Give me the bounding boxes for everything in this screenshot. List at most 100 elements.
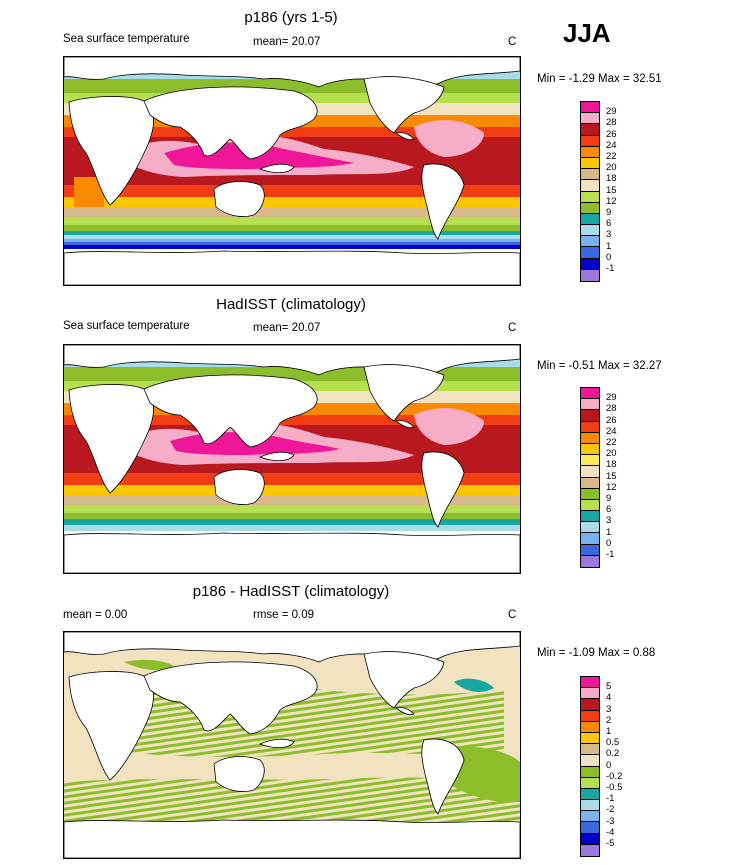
colorbar-swatch [581, 788, 599, 801]
colorbar-swatch [581, 258, 599, 270]
panel-3-title: p186 - HadISST (climatology) [192, 583, 390, 600]
colorbar-swatch [581, 180, 599, 192]
colorbar-label: 26 [606, 128, 617, 140]
colorbar-swatch [581, 455, 599, 467]
colorbar-label: -1 [606, 793, 615, 805]
colorbar-label: 0 [606, 759, 612, 771]
colorbar-swatch [581, 157, 599, 170]
panel-2-units: C [508, 322, 517, 334]
band-south-warm [64, 197, 520, 209]
colorbar-label: 9 [606, 493, 612, 504]
colorbar-label: 24 [606, 139, 617, 151]
colorbar-label: 1 [606, 726, 612, 737]
colorbar-label: 3 [606, 703, 612, 715]
atlantic-warm-pool [414, 120, 484, 157]
colorbar-swatch [581, 688, 599, 700]
panel-3-map-svg [64, 632, 520, 858]
colorbar-swatch [581, 766, 599, 778]
panel-3-minmax: Min = -1.09 Max = 0.88 [537, 647, 656, 659]
band-south-cold [64, 235, 520, 240]
colorbar-label: 0.5 [606, 737, 620, 749]
colorbar-swatch [581, 833, 599, 845]
colorbar-swatch [581, 135, 599, 147]
colorbar-swatch [581, 811, 599, 823]
panel-3-colorbar [580, 676, 600, 857]
colorbar-swatch [581, 822, 599, 834]
panel-1-map [63, 56, 521, 286]
colorbar-label: -2 [606, 804, 615, 816]
colorbar-label: 6 [606, 504, 612, 516]
colorbar-swatch [581, 800, 599, 812]
colorbar-label: 24 [606, 425, 617, 437]
colorbar-swatch [581, 432, 599, 444]
panel-2-colorbar [580, 387, 600, 568]
colorbar-label: 15 [606, 470, 617, 482]
colorbar-swatch [581, 755, 599, 767]
colorbar-label: 22 [606, 437, 617, 448]
colorbar-label: 9 [606, 207, 612, 218]
colorbar-swatch [581, 399, 599, 411]
colorbar-label: 3 [606, 229, 612, 241]
colorbar-label: 15 [606, 184, 617, 196]
panel-3-land [64, 632, 520, 858]
colorbar-swatch [581, 421, 599, 433]
colorbar-swatch [581, 677, 599, 689]
colorbar-swatch [581, 710, 599, 722]
colorbar-swatch [581, 699, 599, 711]
band-south-ice [64, 245, 520, 249]
band-south-colder [64, 239, 520, 244]
panel-1-minmax: Min = -1.29 Max = 32.51 [537, 73, 662, 85]
colorbar-swatch [581, 269, 599, 281]
colorbar-label: 1 [606, 240, 612, 252]
colorbar-swatch [581, 488, 599, 500]
diff-gulfstream-teal [454, 678, 494, 692]
colorbar-swatch [581, 247, 599, 259]
band-south-cool [64, 519, 520, 526]
colorbar-label: 3 [606, 515, 612, 527]
colorbar-swatch [581, 191, 599, 203]
colorbar-label: 0 [606, 251, 612, 263]
colorbar-label: 18 [606, 173, 617, 185]
band-south-temperate [64, 505, 520, 515]
band-south-hot [64, 185, 520, 199]
season-label: JJA [563, 18, 611, 48]
colorbar-label: 20 [606, 162, 617, 174]
colorbar-label: 29 [606, 106, 617, 118]
band-south-cold [64, 525, 520, 531]
panel-1-colorbar [580, 101, 600, 282]
band-south-hot [64, 473, 520, 487]
colorbar-swatch [581, 169, 599, 181]
colorbar-swatch [581, 511, 599, 523]
panel-1-land [64, 57, 520, 285]
diff-south-stripes [64, 777, 520, 822]
panel-1-variable-label: Sea surface temperature [63, 33, 190, 45]
colorbar-swatch [581, 477, 599, 489]
colorbar-label: -1 [606, 549, 615, 560]
colorbar-label: 26 [606, 414, 617, 426]
colorbar-label: 12 [606, 481, 617, 493]
band-south-mid [64, 513, 520, 521]
colorbar-swatch [581, 443, 599, 456]
colorbar-label: -3 [606, 815, 615, 827]
colorbar-swatch [581, 225, 599, 237]
colorbar-label: 20 [606, 448, 617, 460]
panel-3-units: C [508, 609, 517, 621]
panel-2-map-svg [64, 345, 520, 573]
colorbar-swatch [581, 544, 599, 556]
colorbar-swatch [581, 146, 599, 158]
colorbar-swatch [581, 777, 599, 789]
band-south-cool [64, 231, 520, 237]
colorbar-swatch [581, 202, 599, 214]
panel-1-map-svg [64, 57, 520, 285]
panel-2-land [64, 345, 520, 573]
band-south-subtropic [64, 207, 520, 219]
colorbar-label: -1 [606, 263, 615, 274]
band-south-temperate [64, 217, 520, 227]
colorbar-label: 6 [606, 218, 612, 230]
panel-1-mean: mean= 20.07 [253, 36, 321, 48]
colorbar-label: 1 [606, 526, 612, 538]
colorbar-swatch [581, 522, 599, 534]
panel-3-mean: mean = 0.00 [63, 609, 128, 621]
colorbar-swatch [581, 744, 599, 756]
panel-2-map [63, 344, 521, 574]
